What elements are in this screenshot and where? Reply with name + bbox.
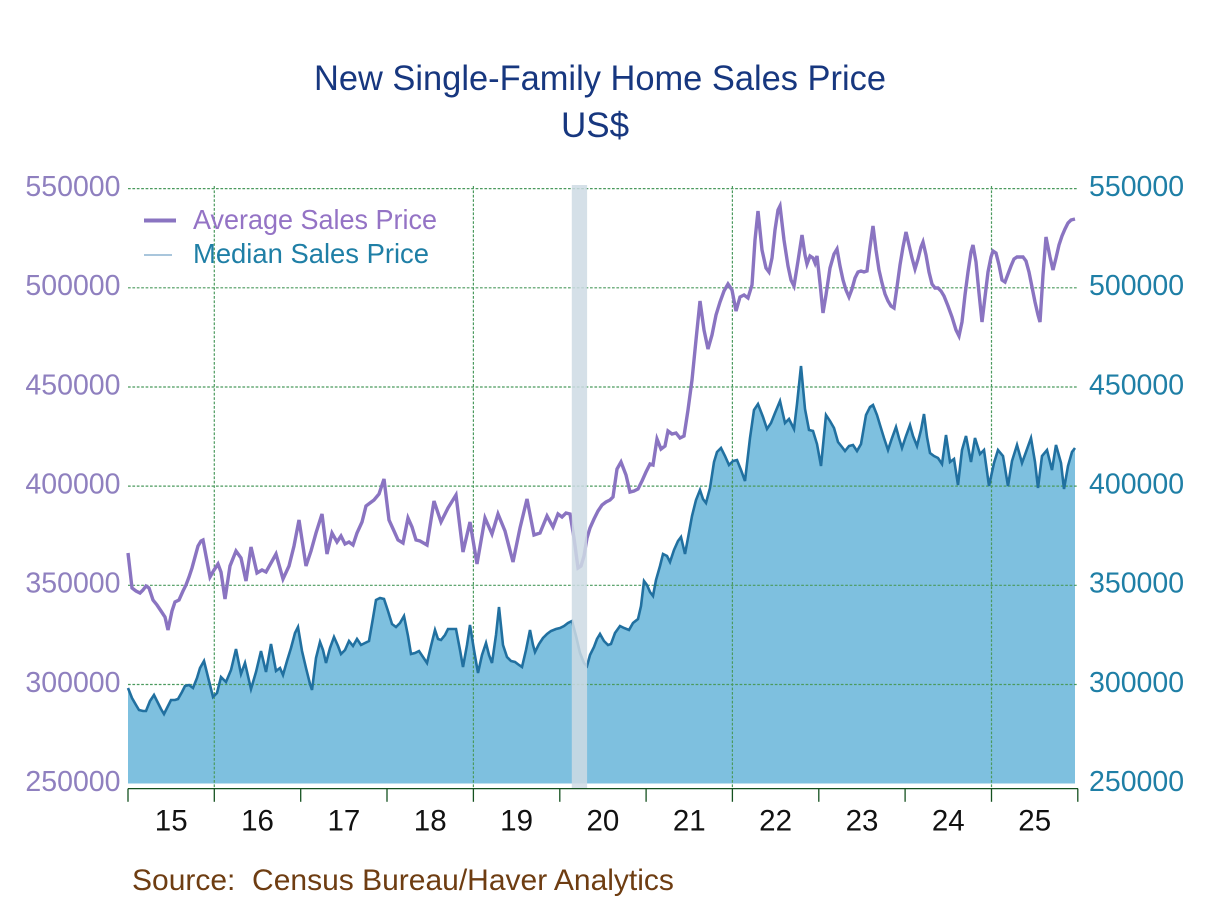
svg-text:20: 20 xyxy=(586,805,619,838)
svg-text:550000: 550000 xyxy=(25,171,120,203)
svg-text:250000: 250000 xyxy=(1089,766,1184,798)
svg-text:24: 24 xyxy=(932,805,965,838)
svg-text:250000: 250000 xyxy=(25,766,120,798)
svg-text:300000: 300000 xyxy=(1089,667,1184,699)
svg-text:500000: 500000 xyxy=(1089,270,1184,302)
svg-text:17: 17 xyxy=(327,805,360,838)
svg-text:15: 15 xyxy=(155,805,188,838)
svg-text:300000: 300000 xyxy=(25,667,120,699)
svg-text:25: 25 xyxy=(1018,805,1051,838)
svg-text:23: 23 xyxy=(846,805,879,838)
svg-text:21: 21 xyxy=(673,805,706,838)
svg-text:500000: 500000 xyxy=(25,270,120,302)
svg-text:19: 19 xyxy=(500,805,533,838)
svg-text:450000: 450000 xyxy=(25,369,120,401)
svg-text:New Single-Family Home Sales P: New Single-Family Home Sales Price xyxy=(314,59,886,98)
svg-text:US$: US$ xyxy=(561,106,629,145)
svg-text:Source: Census Bureau/Haver A: Source: Census Bureau/Haver Analytics xyxy=(132,864,674,897)
svg-text:Median Sales Price: Median Sales Price xyxy=(193,238,429,269)
svg-text:18: 18 xyxy=(414,805,447,838)
svg-text:350000: 350000 xyxy=(25,568,120,600)
svg-text:Average Sales Price: Average Sales Price xyxy=(193,204,437,235)
svg-text:400000: 400000 xyxy=(25,468,120,500)
svg-text:350000: 350000 xyxy=(1089,568,1184,600)
svg-text:16: 16 xyxy=(241,805,274,838)
svg-text:22: 22 xyxy=(759,805,792,838)
svg-text:550000: 550000 xyxy=(1089,171,1184,203)
svg-text:400000: 400000 xyxy=(1089,468,1184,500)
svg-text:450000: 450000 xyxy=(1089,369,1184,401)
